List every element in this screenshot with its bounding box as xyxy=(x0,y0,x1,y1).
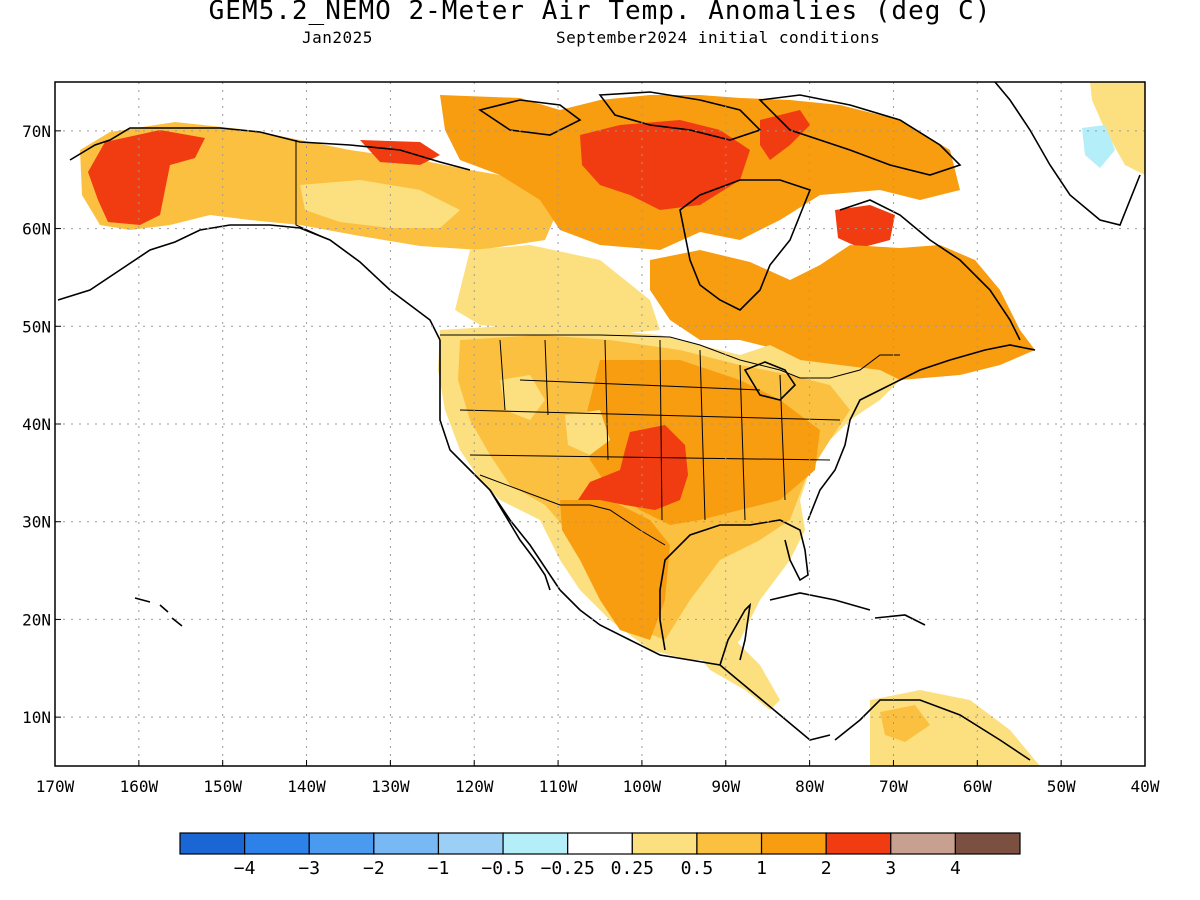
coastline-gulf xyxy=(659,519,809,651)
lat-tick-label: 30N xyxy=(22,513,51,532)
legend-label: −1 xyxy=(428,858,450,879)
coastline-arctic-islands-b xyxy=(598,91,762,141)
lon-tick-label: 120W xyxy=(455,777,494,796)
legend-swatch xyxy=(631,832,698,855)
coastline-arctic-islands-c xyxy=(758,94,962,176)
coastline-south-america xyxy=(834,699,1031,761)
anomaly-field xyxy=(80,82,1145,766)
lon-tick-label: 110W xyxy=(539,777,578,796)
political-borders xyxy=(295,140,900,546)
lat-tick-label: 70N xyxy=(22,122,51,141)
legend-swatch xyxy=(437,832,504,855)
legend-swatch xyxy=(696,832,763,855)
anomaly-region-east-canada-orange xyxy=(650,245,1035,380)
anomaly-region-labrador-red xyxy=(835,205,895,248)
anomaly-region-greenland-light xyxy=(1090,82,1145,175)
lon-tick-label: 160W xyxy=(120,777,159,796)
anomaly-region-rockies-light xyxy=(565,410,610,455)
legend-swatch xyxy=(954,832,1021,855)
legend-label: −2 xyxy=(363,858,385,879)
legend-swatch xyxy=(502,832,569,855)
initial-conditions: September2024 initial conditions xyxy=(556,28,881,47)
lon-tick-label: 150W xyxy=(203,777,242,796)
lat-tick-label: 60N xyxy=(22,220,51,239)
lon-tick-label: 80W xyxy=(795,777,824,796)
anomaly-region-central-america-light xyxy=(690,640,780,710)
border-alaska-canada xyxy=(295,140,361,263)
legend-label: 1 xyxy=(756,858,767,879)
legend-swatch xyxy=(567,832,633,855)
legend-label: −0.5 xyxy=(481,858,524,879)
coastline-great-lakes xyxy=(743,361,797,401)
border-us-canada xyxy=(440,334,900,379)
legend-swatch xyxy=(760,832,827,855)
lon-tick-label: 130W xyxy=(371,777,410,796)
legend-label: 2 xyxy=(821,858,832,879)
coastline-labrador xyxy=(839,199,1021,341)
lon-tick-label: 40W xyxy=(1131,777,1160,796)
coastline-west-coast xyxy=(439,340,561,591)
legend-label: −3 xyxy=(298,858,320,879)
legend-label: 0.5 xyxy=(681,858,714,879)
legend-swatch xyxy=(373,832,440,855)
coastline-hawaii xyxy=(134,597,183,627)
legend-label: 0.25 xyxy=(611,858,654,879)
coastline-arctic-islands-a xyxy=(478,99,582,136)
lat-tick-label: 40N xyxy=(22,415,51,434)
legend-swatch xyxy=(179,832,246,855)
coastline-mexico-pacific xyxy=(559,589,831,741)
lat-tick-label: 20N xyxy=(22,610,51,629)
lon-tick-label: 50W xyxy=(1047,777,1076,796)
border-us-mexico xyxy=(479,474,666,546)
lon-tick-label: 60W xyxy=(963,777,992,796)
coastline-hispaniola xyxy=(874,614,926,626)
anomaly-region-greenland-blue xyxy=(1082,125,1115,168)
legend-swatch xyxy=(825,832,892,855)
anomaly-region-baffin-red xyxy=(760,110,810,160)
coastline-hudson-bay xyxy=(679,179,812,311)
coastline-yucatan xyxy=(719,602,752,666)
graticule xyxy=(55,82,1145,766)
coastline-alaska-north xyxy=(69,127,471,171)
legend-label: −4 xyxy=(234,858,256,879)
anomaly-region-prairie-light xyxy=(455,245,660,335)
lat-tick-label: 10N xyxy=(22,708,51,727)
legend-label: 4 xyxy=(950,858,961,879)
legend-swatch xyxy=(244,832,310,855)
anomaly-region-texas-dark xyxy=(560,500,670,640)
axis-ticks: 170W 160W 150W 140W 130W 120W 110W 100W 90W 80W 70… xyxy=(22,122,1160,796)
anomaly-region-alaska-red xyxy=(88,130,205,225)
color-legend: −4 −3 −2 −1 −0.5 −0.25 0.25 0.5 1 2 3 4 xyxy=(179,832,1021,879)
lon-tick-label: 140W xyxy=(287,777,326,796)
coastline-cuba xyxy=(769,592,871,611)
forecast-month: Jan2025 xyxy=(302,28,373,47)
anomaly-region-yukon-light xyxy=(300,180,460,228)
legend-swatch xyxy=(308,832,375,855)
coastlines xyxy=(57,82,1141,761)
anomaly-region-venezuela-orange xyxy=(880,705,930,742)
lon-tick-label: 170W xyxy=(36,777,75,796)
coastline-alaska xyxy=(57,224,441,341)
coastline-east-coast xyxy=(807,344,1036,521)
lon-tick-label: 70W xyxy=(879,777,908,796)
legend-swatch xyxy=(890,832,956,855)
lon-tick-label: 90W xyxy=(711,777,740,796)
coastline-baja xyxy=(489,489,551,591)
legend-label: 3 xyxy=(885,858,896,879)
coastline-greenland xyxy=(994,82,1141,226)
anomaly-region-beaufort-red xyxy=(360,140,440,165)
anomaly-region-nunavut-red xyxy=(580,120,750,210)
anomaly-region-great-basin-light xyxy=(500,375,545,420)
legend-label: −0.25 xyxy=(541,858,595,879)
lon-tick-label: 100W xyxy=(623,777,662,796)
anomaly-region-plains-red xyxy=(578,425,688,510)
map-title: GEM5.2_NEMO 2-Meter Air Temp. Anomalies … xyxy=(208,0,992,26)
border-us-states-lines xyxy=(459,339,841,521)
lat-tick-label: 50N xyxy=(22,317,51,336)
